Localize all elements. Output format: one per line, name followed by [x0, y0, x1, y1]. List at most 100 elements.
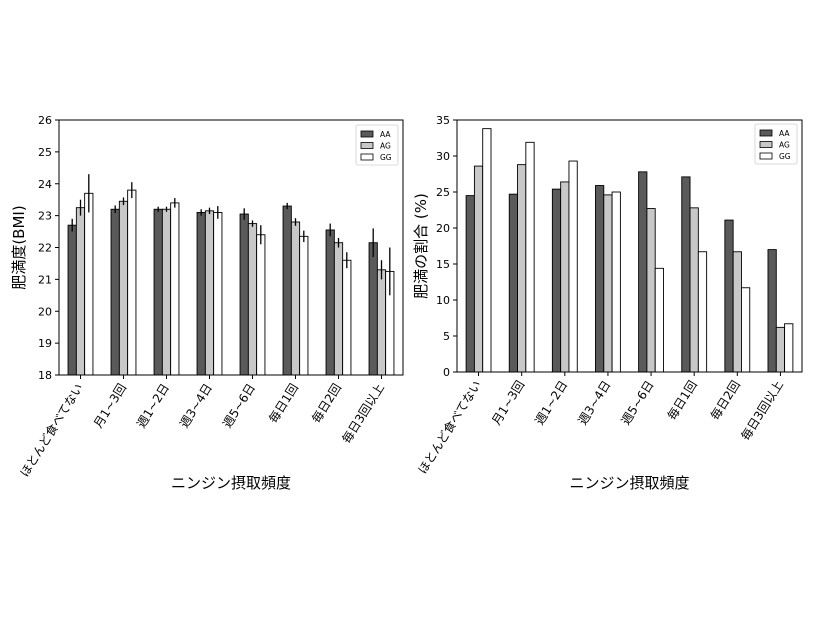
y-axis-label: 肥満度(BMI): [10, 205, 28, 289]
bar-aa-1: [508, 193, 518, 373]
y-tick-label: 21: [38, 273, 52, 286]
bar-gg-2: [170, 202, 180, 376]
x-tick-label: 毎日1回: [664, 378, 700, 423]
legend-label-ag: AG: [380, 142, 391, 151]
bar-gg-4: [654, 267, 664, 373]
bar-gg-4: [256, 234, 266, 376]
legend-label-aa: AA: [779, 129, 790, 138]
bar-aa-2: [551, 188, 562, 373]
y-tick-label: 22: [38, 242, 52, 255]
bar-aa-6: [724, 219, 734, 373]
bar-ag-4: [646, 208, 656, 373]
bar-gg-1: [525, 141, 535, 373]
bar-gg-3: [611, 191, 621, 373]
y-tick-label: 18: [38, 369, 52, 382]
bar-gg-1: [127, 189, 137, 376]
legend-label-gg: GG: [380, 153, 392, 162]
x-tick-label: ほとんど食べてない: [17, 381, 87, 480]
y-tick-label: 26: [38, 114, 52, 127]
y-axis-label: 肥満の割合 (%): [412, 193, 430, 299]
y-tick-label: 15: [436, 258, 450, 271]
plot-frame: [58, 119, 404, 376]
legend-swatch-aa: [360, 130, 374, 138]
bar-ag-5: [689, 207, 699, 373]
legend-swatch-gg: [360, 153, 374, 161]
bar-ag-1: [118, 200, 129, 376]
x-tick-label: 毎日2回: [308, 381, 344, 426]
bar-ag-0: [473, 165, 484, 373]
bar-gg-7: [784, 323, 794, 373]
legend-swatch-aa: [759, 129, 773, 137]
bar-aa-6: [325, 229, 335, 376]
bar-aa-2: [153, 208, 163, 376]
bar-gg-3: [213, 211, 223, 376]
bar-ag-6: [333, 242, 344, 376]
bar-ag-7: [775, 326, 786, 373]
y-tick-label: 25: [436, 186, 450, 199]
y-tick-label: 5: [443, 330, 450, 343]
x-tick-label: 月1~3回: [489, 378, 527, 427]
bar-ag-2: [161, 208, 172, 376]
bar-ag-2: [560, 181, 570, 373]
y-tick-label: 35: [436, 114, 450, 127]
bar-gg-5: [299, 235, 309, 376]
x-tick-label: 週5~6日: [220, 381, 258, 430]
bar-ag-5: [290, 221, 301, 376]
x-tick-label: 週1~2日: [134, 381, 172, 430]
y-tick-label: 19: [38, 337, 52, 350]
obesity-rate-chart: 0 5 10 15 20 25 30 35 ほとんど食べてない 月1~3回 週1~2日 週3~4日 週5…: [412, 114, 803, 492]
bar-ag-1: [517, 164, 527, 373]
y-tick-label: 20: [38, 305, 52, 318]
bar-aa-3: [196, 211, 206, 376]
x-tick-label: 毎日3回以上: [737, 378, 786, 443]
legend-swatch-ag: [759, 141, 773, 148]
legend-swatch-gg: [759, 152, 773, 160]
bar-ag-6: [732, 251, 742, 373]
plot-frame: [456, 119, 803, 373]
bar-ag-3: [603, 194, 613, 373]
bar-aa-7: [767, 249, 777, 373]
bar-gg-0: [482, 128, 492, 373]
bar-ag-7: [376, 269, 387, 376]
bar-aa-0: [465, 195, 475, 373]
y-tick-label: 20: [436, 222, 450, 235]
x-tick-label: 毎日3回以上: [338, 381, 387, 446]
x-tick-label: 毎日2回: [707, 378, 743, 423]
bar-aa-7: [368, 242, 378, 376]
y-tick-label: 30: [436, 150, 450, 163]
y-tick-label: 10: [436, 294, 450, 307]
x-tick-label: 週5~6日: [619, 378, 657, 427]
bar-aa-3: [595, 185, 605, 373]
bar-aa-5: [681, 176, 691, 373]
legend-label-aa: AA: [380, 130, 391, 139]
legend-label-gg: GG: [779, 152, 791, 161]
legend-label-ag: AG: [779, 141, 790, 150]
x-axis-label: ニンジン摂取頻度: [569, 474, 689, 492]
y-tick-label: 25: [38, 146, 52, 159]
bar-aa-0: [67, 224, 77, 376]
x-tick-label: 毎日1回: [265, 381, 301, 426]
x-tick-label: ほとんど食べてない: [415, 378, 485, 477]
bar-gg-6: [342, 259, 352, 376]
bar-gg-6: [741, 287, 751, 373]
x-tick-label: 週1~2日: [532, 378, 570, 427]
x-tick-label: 週3~4日: [575, 378, 613, 427]
bar-aa-4: [638, 171, 648, 373]
x-axis-label: ニンジン摂取頻度: [171, 474, 291, 492]
bar-gg-2: [568, 160, 578, 373]
legend-swatch-ag: [360, 142, 374, 149]
x-tick-label: 週3~4日: [177, 381, 215, 430]
y-tick-label: 23: [38, 210, 52, 223]
bar-ag-4: [247, 223, 258, 376]
bmi-chart: 18 19 20 21 22 23 24 25 26 ほとんど食べてない 月1~3回 週1~2日 週3~…: [10, 114, 404, 492]
bar-gg-5: [697, 251, 708, 373]
bar-ag-0: [75, 207, 86, 376]
bar-aa-4: [239, 213, 249, 376]
bar-aa-1: [110, 208, 120, 376]
bar-gg-0: [84, 192, 94, 376]
bar-aa-5: [282, 205, 292, 376]
y-tick-label: 24: [38, 178, 52, 191]
bar-ag-3: [204, 210, 215, 376]
x-tick-label: 月1~3回: [91, 381, 129, 430]
